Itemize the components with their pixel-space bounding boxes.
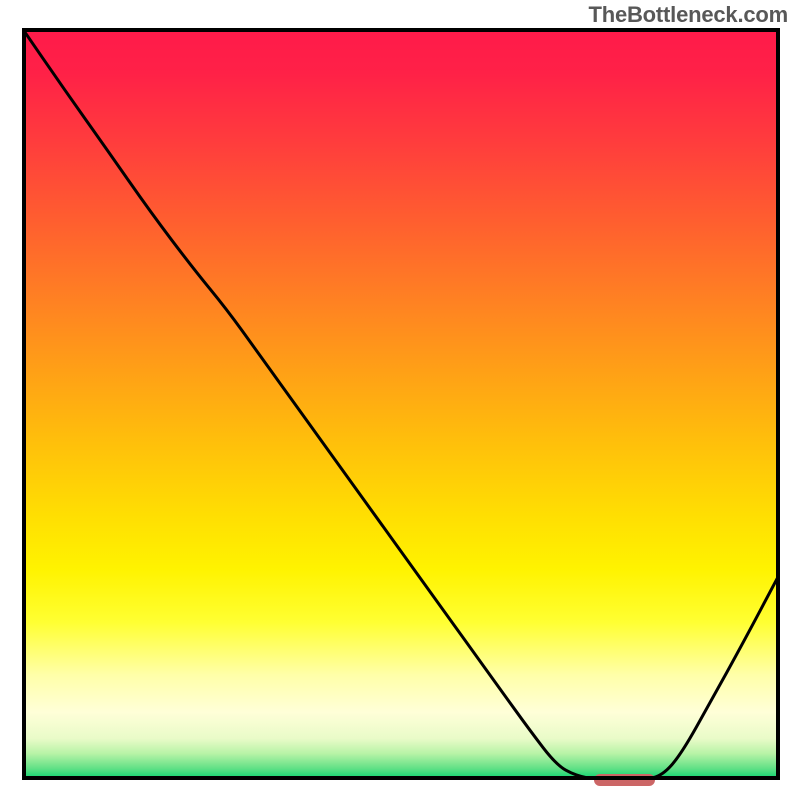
plot-background [22, 28, 780, 780]
target-range-marker [594, 774, 655, 786]
watermark-text: TheBottleneck.com [588, 2, 788, 28]
plot-area [22, 28, 780, 780]
chart-container: TheBottleneck.com [0, 0, 800, 800]
